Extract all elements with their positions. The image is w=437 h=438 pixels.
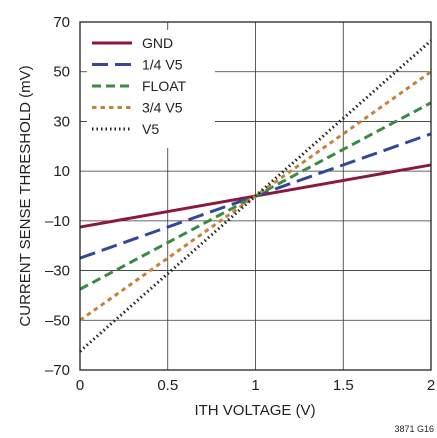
- x-tick-label: 1: [251, 377, 259, 394]
- y-tick-label: 70: [53, 14, 70, 31]
- y-tick-label: –10: [45, 213, 70, 230]
- y-tick-label: 30: [53, 113, 70, 130]
- legend-label-3: 3/4 V5: [142, 100, 183, 116]
- x-axis-title: ITH VOLTAGE (V): [194, 402, 315, 419]
- y-tick-label: 50: [53, 64, 70, 81]
- y-axis-title: CURRENT SENSE THRESHOLD (mV): [17, 65, 34, 326]
- y-tick-label: –30: [45, 263, 70, 280]
- legend-background: [87, 30, 215, 148]
- plot-frame: [79, 21, 432, 371]
- series-line-4: [79, 39, 432, 353]
- legend-label-2: FLOAT: [142, 78, 187, 94]
- y-tick-label: –50: [45, 312, 70, 329]
- legend-label-1: 1/4 V5: [142, 57, 183, 73]
- legend: GND 1/4 V5 FLOAT 3/4 V5 V5: [87, 30, 215, 148]
- x-tick-label: 1.5: [333, 377, 354, 394]
- y-tick-label: 10: [53, 163, 70, 180]
- y-tick-label: –70: [45, 362, 70, 379]
- x-tick-label: 0: [76, 377, 84, 394]
- figure-id: 3871 G16: [394, 424, 434, 434]
- legend-label-0: GND: [142, 35, 173, 51]
- tick-labels: 0 0.5 1 1.5 2 –70 –50 –30 –10 10 30 50 70: [45, 14, 435, 394]
- legend-label-4: V5: [142, 121, 159, 137]
- x-tick-label: 0.5: [157, 377, 178, 394]
- series-lines: [79, 39, 432, 353]
- x-tick-label: 2: [427, 377, 435, 394]
